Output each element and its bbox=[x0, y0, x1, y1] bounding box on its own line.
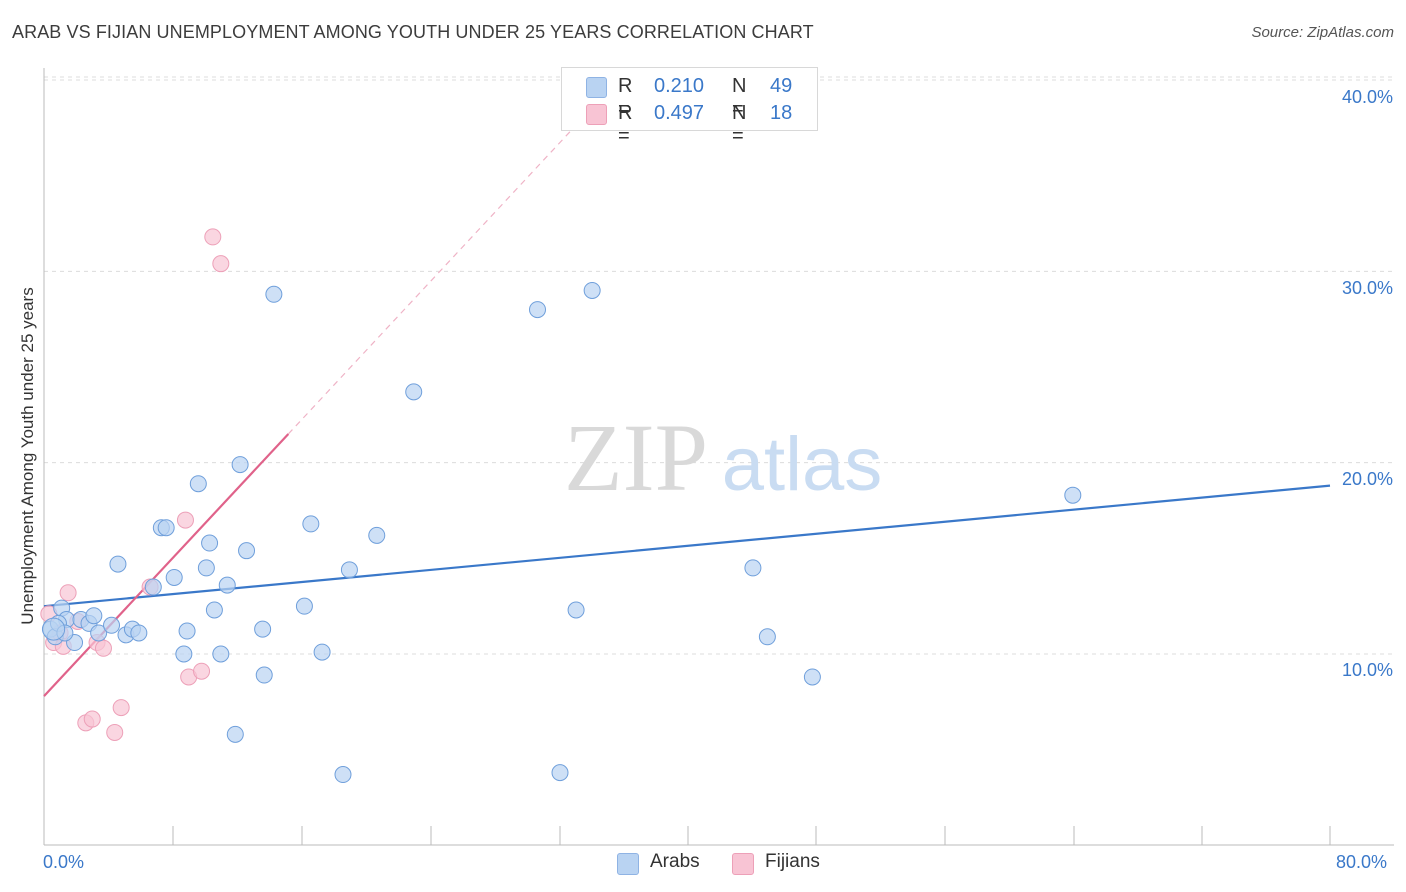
x-tick-min: 0.0% bbox=[43, 852, 85, 872]
point-fijians-15 bbox=[193, 662, 211, 680]
point-arabs-45 bbox=[803, 668, 821, 686]
point-arabs-24 bbox=[212, 645, 230, 663]
point-fijians-9 bbox=[94, 639, 112, 657]
point-arabs-33 bbox=[302, 515, 320, 533]
legend-n-label: N = bbox=[732, 102, 747, 147]
axes bbox=[43, 68, 1394, 846]
point-arabs-25 bbox=[218, 576, 236, 594]
correlation-legend: R = 0.210 N = 49 R = 0.497 N = 18 bbox=[561, 67, 818, 147]
point-fijians-11 bbox=[106, 723, 124, 741]
point-arabs-32 bbox=[295, 597, 313, 615]
y-tick-40: 40.0% bbox=[1341, 87, 1393, 107]
point-arabs-22 bbox=[201, 534, 219, 552]
trend-line-fijians bbox=[43, 433, 290, 697]
point-fijians-17 bbox=[212, 255, 230, 273]
point-arabs-29 bbox=[254, 620, 272, 638]
point-fijians-10 bbox=[112, 699, 130, 717]
trend-line-fijians-extrapolated bbox=[287, 117, 583, 435]
y-tick-30: 30.0% bbox=[1341, 278, 1393, 298]
chart-title: ARAB VS FIJIAN UNEMPLOYMENT AMONG YOUTH … bbox=[12, 22, 814, 42]
y-tick-10: 10.0% bbox=[1341, 660, 1393, 680]
point-fijians-4 bbox=[59, 584, 77, 602]
legend-r-label: R = bbox=[618, 102, 633, 147]
point-arabs-35 bbox=[334, 766, 352, 784]
point-arabs-8 bbox=[90, 624, 108, 642]
legend-r-label: R = bbox=[618, 75, 633, 120]
legend-swatch-arabs bbox=[586, 77, 607, 98]
trend-line-arabs bbox=[43, 484, 1331, 608]
point-arabs-19 bbox=[178, 622, 196, 640]
legend-r-value: 0.497 bbox=[654, 102, 705, 124]
watermark-atlas: atlas bbox=[722, 422, 883, 507]
point-arabs-cluster bbox=[42, 617, 66, 641]
point-arabs-42 bbox=[583, 281, 601, 299]
point-arabs-37 bbox=[368, 526, 386, 544]
point-arabs-38 bbox=[405, 383, 423, 401]
point-arabs-41 bbox=[567, 601, 585, 619]
point-arabs-31 bbox=[265, 285, 283, 303]
point-fijians-16 bbox=[204, 228, 222, 246]
point-arabs-28 bbox=[238, 542, 256, 560]
bottom-legend-label-fijians: Fijians bbox=[765, 851, 820, 872]
legend-n-value: 49 bbox=[770, 75, 793, 97]
point-arabs-13 bbox=[130, 624, 148, 642]
legend-n-label: N = bbox=[732, 75, 747, 120]
point-arabs-27 bbox=[231, 456, 249, 474]
point-arabs-26 bbox=[226, 725, 244, 743]
grid-lines bbox=[44, 76, 1394, 655]
point-arabs-36 bbox=[340, 561, 358, 579]
legend-swatch-fijians bbox=[586, 104, 607, 125]
bottom-legend-label-arabs: Arabs bbox=[650, 851, 700, 872]
point-arabs-40 bbox=[551, 764, 569, 782]
source-label: Source: ZipAtlas.com bbox=[1251, 24, 1394, 41]
point-arabs-9 bbox=[109, 555, 127, 573]
legend-r-value: 0.210 bbox=[654, 75, 705, 97]
point-fijians-7 bbox=[83, 710, 101, 728]
point-arabs-20 bbox=[189, 475, 207, 493]
point-arabs-39 bbox=[529, 301, 547, 319]
point-arabs-7 bbox=[85, 607, 103, 625]
point-arabs-30 bbox=[255, 666, 273, 684]
point-arabs-17 bbox=[165, 568, 183, 586]
trend-lines bbox=[43, 117, 1331, 697]
x-tick-max: 80.0% bbox=[1336, 852, 1388, 872]
watermark: ZIP atlas bbox=[564, 404, 882, 511]
data-points bbox=[40, 228, 1082, 784]
y-axis-label: Unemployment Among Youth under 25 years bbox=[18, 287, 37, 625]
legend-n-value: 18 bbox=[770, 102, 793, 124]
point-arabs-44 bbox=[758, 628, 776, 646]
point-arabs-14 bbox=[144, 578, 162, 596]
point-arabs-43 bbox=[744, 559, 762, 577]
point-arabs-21 bbox=[197, 559, 215, 577]
point-arabs-34 bbox=[313, 643, 331, 661]
y-tick-20: 20.0% bbox=[1341, 469, 1393, 489]
point-arabs-18 bbox=[175, 645, 193, 663]
point-arabs-23 bbox=[205, 601, 223, 619]
bottom-legend-swatch-arabs bbox=[617, 853, 639, 875]
point-fijians-13 bbox=[176, 511, 194, 529]
watermark-zip: ZIP bbox=[564, 404, 708, 511]
point-arabs-46 bbox=[1064, 486, 1082, 504]
point-arabs-10 bbox=[103, 616, 121, 634]
bottom-legend-swatch-fijians bbox=[732, 853, 754, 875]
point-arabs-16 bbox=[157, 519, 175, 537]
